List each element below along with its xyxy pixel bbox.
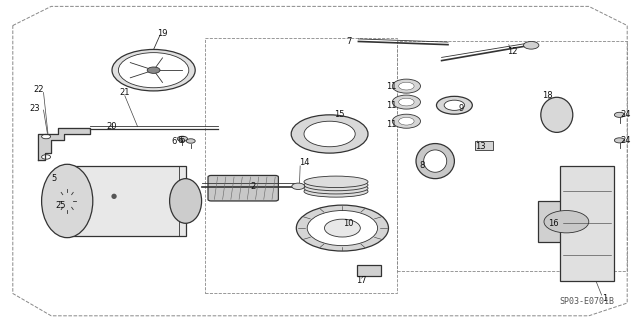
Circle shape: [392, 79, 420, 93]
Ellipse shape: [304, 176, 368, 188]
Circle shape: [147, 67, 160, 73]
Text: 21: 21: [120, 88, 130, 97]
Text: 13: 13: [475, 142, 485, 151]
Ellipse shape: [416, 144, 454, 179]
Circle shape: [436, 96, 472, 114]
Ellipse shape: [170, 179, 202, 223]
Circle shape: [324, 219, 360, 237]
Circle shape: [186, 139, 195, 143]
Circle shape: [307, 211, 378, 246]
Bar: [67, 166, 186, 236]
Text: 10: 10: [344, 219, 354, 228]
Circle shape: [296, 205, 388, 251]
Circle shape: [304, 121, 355, 147]
Circle shape: [392, 114, 420, 128]
Text: SP03-E0701B: SP03-E0701B: [559, 297, 614, 306]
Circle shape: [399, 98, 414, 106]
Bar: [205, 38, 397, 293]
Text: 22: 22: [33, 85, 44, 94]
Bar: [357, 265, 381, 276]
Text: 17: 17: [356, 276, 367, 285]
Ellipse shape: [42, 164, 93, 238]
Text: 9: 9: [458, 104, 463, 113]
Bar: [397, 41, 627, 271]
Circle shape: [42, 134, 51, 139]
Text: 12: 12: [507, 47, 517, 56]
Text: 24: 24: [621, 136, 631, 145]
Circle shape: [112, 49, 195, 91]
Circle shape: [399, 117, 414, 125]
Text: 19: 19: [157, 29, 168, 38]
Text: 6: 6: [172, 137, 177, 146]
Text: 6: 6: [177, 136, 182, 145]
Circle shape: [614, 138, 625, 143]
Text: 15: 15: [334, 110, 344, 119]
Bar: [475, 141, 493, 150]
Ellipse shape: [304, 179, 368, 191]
Ellipse shape: [424, 150, 447, 172]
Text: 18: 18: [542, 91, 552, 100]
Ellipse shape: [304, 182, 368, 194]
Circle shape: [524, 41, 539, 49]
Circle shape: [292, 183, 305, 189]
Text: 8: 8: [420, 161, 425, 170]
Circle shape: [392, 95, 420, 109]
Text: 5: 5: [52, 174, 57, 183]
Text: 11: 11: [387, 101, 397, 110]
Circle shape: [614, 112, 625, 117]
Circle shape: [177, 136, 188, 141]
Bar: [538, 201, 595, 242]
Circle shape: [444, 100, 465, 110]
Text: 11: 11: [387, 120, 397, 129]
Text: 7: 7: [346, 37, 351, 46]
Text: 2: 2: [250, 182, 255, 191]
Text: 6: 6: [179, 137, 184, 145]
Text: 11: 11: [387, 82, 397, 91]
FancyBboxPatch shape: [208, 175, 278, 201]
Text: 24: 24: [621, 110, 631, 119]
Circle shape: [544, 211, 589, 233]
Text: 14: 14: [299, 158, 309, 167]
Circle shape: [291, 115, 368, 153]
Bar: [560, 166, 614, 281]
Text: 1: 1: [602, 294, 607, 303]
Text: 25: 25: [56, 201, 66, 210]
Circle shape: [399, 82, 414, 90]
Circle shape: [118, 53, 189, 88]
Text: 23: 23: [30, 104, 40, 113]
Polygon shape: [38, 128, 90, 160]
Ellipse shape: [304, 186, 368, 197]
Ellipse shape: [541, 97, 573, 132]
Text: 20: 20: [107, 122, 117, 130]
Circle shape: [42, 155, 51, 159]
Text: ●: ●: [111, 193, 117, 199]
Text: 16: 16: [548, 219, 559, 228]
